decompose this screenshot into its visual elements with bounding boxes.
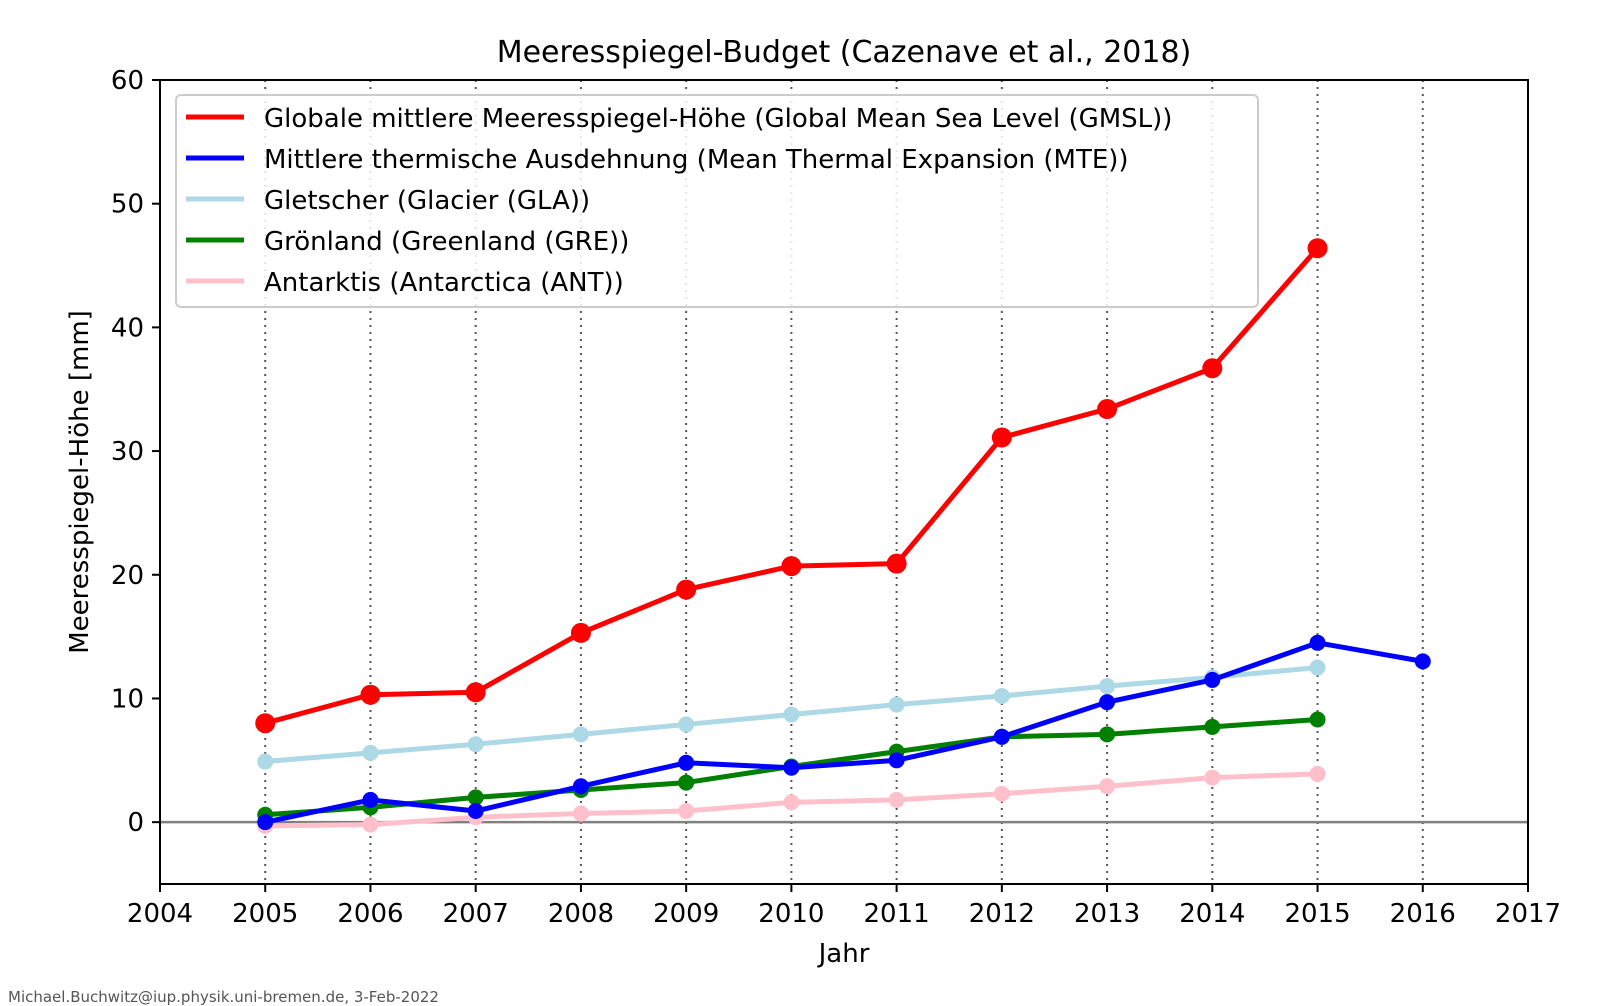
author-credit: Michael.Buchwitz@iup.physik.uni-bremen.d… [8, 988, 439, 1006]
data-point [465, 682, 486, 703]
data-point [570, 622, 591, 643]
data-point [888, 752, 905, 769]
x-tick-label: 2006 [337, 899, 403, 929]
y-tick-label: 30 [111, 437, 144, 467]
legend-label: Antarktis (Antarctica (ANT)) [264, 268, 624, 298]
series-2 [257, 659, 1326, 770]
x-axis-label: Jahr [817, 939, 870, 969]
data-point [678, 754, 695, 771]
data-point [1309, 634, 1326, 651]
series-line-1 [264, 640, 1424, 825]
legend-label: Grönland (Greenland (GRE)) [264, 227, 629, 257]
data-point [993, 687, 1010, 704]
x-tick-label: 2014 [1179, 899, 1245, 929]
y-tick-label: 0 [127, 808, 144, 838]
data-point [1309, 711, 1326, 728]
data-point [1099, 778, 1116, 795]
x-tick-label: 2012 [969, 899, 1035, 929]
y-tick-label: 40 [111, 313, 144, 343]
y-tick-label: 20 [111, 561, 144, 591]
data-point [783, 706, 800, 723]
legend-box [175, 94, 1259, 308]
data-point [991, 427, 1012, 448]
data-point [1099, 726, 1116, 743]
data-point [678, 774, 695, 791]
x-tick-label: 2004 [127, 899, 193, 929]
y-axis-label: Meeresspiegel-Höhe [mm] [65, 310, 95, 654]
data-point [1204, 718, 1221, 735]
data-point [467, 736, 484, 753]
x-tick-label: 2007 [443, 899, 509, 929]
data-point [783, 759, 800, 776]
data-point [1099, 694, 1116, 711]
data-point [362, 816, 379, 833]
x-tick-label: 2010 [758, 899, 824, 929]
legend-label: Gletscher (Glacier (GLA)) [264, 186, 590, 216]
series-1 [257, 634, 1431, 831]
plot-frame [159, 79, 1529, 885]
legend-label: Mittlere thermische Ausdehnung (Mean The… [264, 145, 1129, 175]
legend-item-1: Mittlere thermische Ausdehnung (Mean The… [186, 145, 1129, 175]
data-point [360, 684, 381, 705]
y-axis: 0 10 20 30 40 50 60 [111, 66, 160, 838]
x-tick-label: 2015 [1284, 899, 1350, 929]
data-point [1204, 769, 1221, 786]
data-point [888, 696, 905, 713]
x-tick-label: 2008 [548, 899, 614, 929]
data-point [993, 728, 1010, 745]
data-point [676, 579, 697, 600]
data-point [1414, 653, 1431, 670]
data-point [1309, 659, 1326, 676]
data-point [572, 778, 589, 795]
x-axis: 2004 2005 2006 2007 2008 2009 2010 2011 2012 2013… [127, 884, 1561, 929]
data-point [467, 789, 484, 806]
legend-item-4: Antarktis (Antarctica (ANT)) [186, 268, 624, 298]
series-0 [255, 238, 1328, 734]
data-point [1099, 678, 1116, 695]
x-tick-label: 2017 [1495, 899, 1561, 929]
data-point [1307, 238, 1328, 259]
data-point [1097, 399, 1118, 420]
data-point [467, 803, 484, 820]
data-point [993, 785, 1010, 802]
chart-title: Meeresspiegel-Budget (Cazenave et al., 2… [497, 35, 1192, 70]
data-point [1204, 671, 1221, 688]
legend-item-3: Grönland (Greenland (GRE)) [186, 227, 629, 257]
x-tick-label: 2005 [232, 899, 298, 929]
data-point [362, 744, 379, 761]
data-point [678, 803, 695, 820]
data-point [1309, 765, 1326, 782]
data-point [783, 794, 800, 811]
x-tick-label: 2011 [864, 899, 930, 929]
data-point [255, 713, 276, 734]
data-point [781, 556, 802, 577]
data-point [572, 805, 589, 822]
data-point [362, 791, 379, 808]
x-tick-label: 2013 [1074, 899, 1140, 929]
data-point [572, 726, 589, 743]
data-point [678, 716, 695, 733]
legend: Globale mittlere Meeresspiegel-Höhe (Glo… [175, 94, 1259, 308]
data-point [1202, 358, 1223, 379]
data-point [257, 814, 274, 831]
series-layer [255, 238, 1431, 834]
data-point [886, 553, 907, 574]
y-tick-label: 10 [111, 684, 144, 714]
legend-label: Globale mittlere Meeresspiegel-Höhe (Glo… [264, 104, 1172, 134]
legend-item-2: Gletscher (Glacier (GLA)) [186, 186, 590, 216]
y-tick-label: 50 [111, 190, 144, 220]
legend-item-0: Globale mittlere Meeresspiegel-Höhe (Glo… [186, 104, 1172, 134]
data-point [888, 791, 905, 808]
x-tick-label: 2016 [1390, 899, 1456, 929]
y-tick-label: 60 [111, 66, 144, 96]
x-tick-label: 2009 [653, 899, 719, 929]
data-point [257, 753, 274, 770]
